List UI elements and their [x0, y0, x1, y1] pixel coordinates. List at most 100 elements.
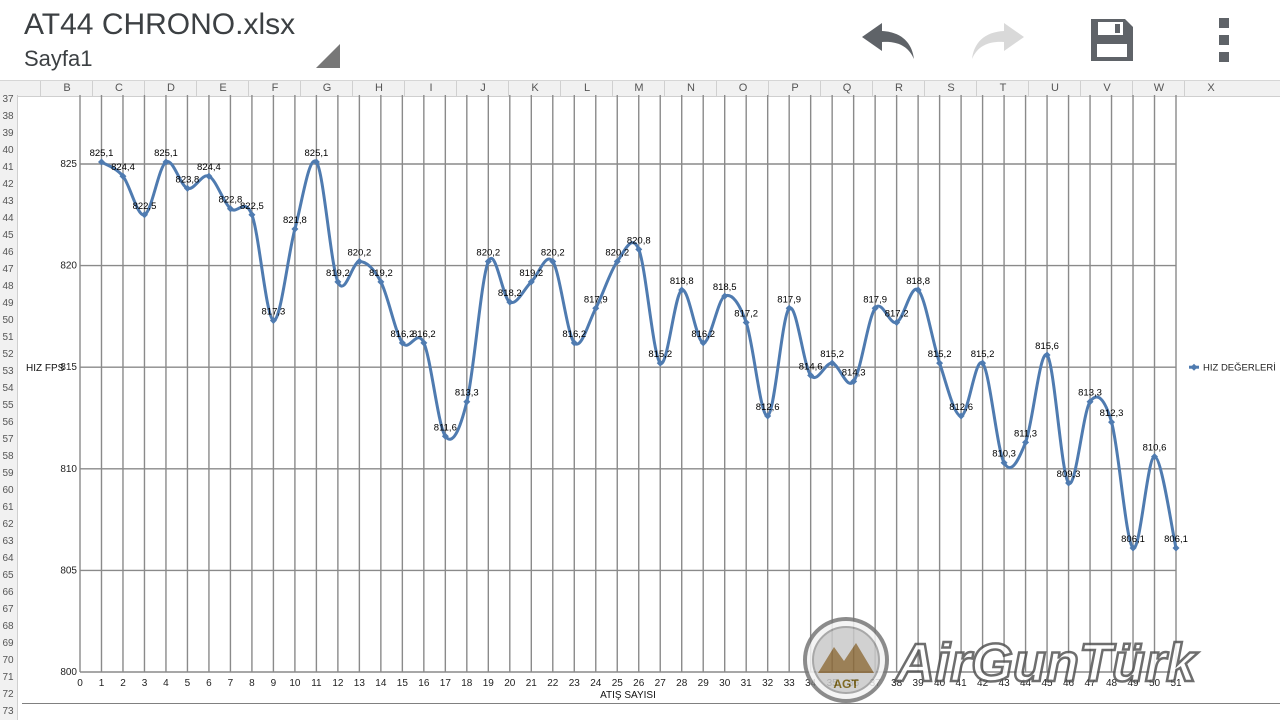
column-header-w[interactable]: W [1132, 81, 1185, 96]
row-header-46[interactable]: 46 [2, 247, 14, 258]
row-header-54[interactable]: 54 [2, 383, 14, 394]
row-header-60[interactable]: 60 [2, 485, 14, 496]
x-tick-label: 49 [1127, 678, 1139, 689]
chart-container[interactable]: 800 805 810 815 820 825 0 1 2 3 4 5 6 7 8 9 10 11 12 13 14 15… [22, 95, 1280, 705]
data-point [140, 211, 148, 219]
column-header-v[interactable]: V [1080, 81, 1133, 96]
data-point [785, 304, 793, 312]
data-point [1172, 544, 1180, 552]
column-header-u[interactable]: U [1028, 81, 1081, 96]
data-point [914, 286, 922, 294]
column-header-p[interactable]: P [768, 81, 821, 96]
x-tick-label: 24 [590, 678, 602, 689]
column-header-k[interactable]: K [508, 81, 561, 96]
column-header-q[interactable]: Q [820, 81, 873, 96]
x-tick-label: 3 [142, 678, 148, 689]
file-title: AT44 CHRONO.xlsx [24, 8, 296, 41]
column-header-j[interactable]: J [456, 81, 509, 96]
row-header-47[interactable]: 47 [2, 264, 14, 275]
row-header-62[interactable]: 62 [2, 519, 14, 530]
data-label: 822,5 [133, 201, 157, 212]
column-header-i[interactable]: I [404, 81, 457, 96]
row-header-73[interactable]: 73 [2, 706, 14, 717]
more-options-button[interactable] [1192, 10, 1256, 70]
column-header-s[interactable]: S [924, 81, 977, 96]
data-label: 816,2 [691, 329, 715, 340]
row-header-59[interactable]: 59 [2, 468, 14, 479]
column-header-r[interactable]: R [872, 81, 925, 96]
x-tick-label: 4 [163, 678, 169, 689]
sheet-selector[interactable]: Sayfa1 [24, 46, 93, 71]
column-header-d[interactable]: D [144, 81, 197, 96]
column-header-b[interactable]: B [40, 81, 93, 96]
column-header-m[interactable]: M [612, 81, 665, 96]
data-point [979, 359, 987, 367]
column-header-c[interactable]: C [92, 81, 145, 96]
column-header-f[interactable]: F [248, 81, 301, 96]
column-header-t[interactable]: T [976, 81, 1029, 96]
x-tick-label: 2 [120, 678, 126, 689]
sheet-dropdown-icon[interactable] [316, 44, 340, 68]
row-header-38[interactable]: 38 [2, 111, 14, 122]
row-header-55[interactable]: 55 [2, 400, 14, 411]
x-tick-label: 40 [934, 678, 946, 689]
data-label: 814,3 [842, 367, 866, 378]
data-label: 818,8 [670, 276, 694, 287]
row-header-69[interactable]: 69 [2, 638, 14, 649]
x-tick-label: 33 [784, 678, 796, 689]
row-header-44[interactable]: 44 [2, 213, 14, 224]
data-label: 810,6 [1143, 443, 1167, 454]
data-label: 815,2 [928, 349, 952, 360]
x-tick-label: 12 [332, 678, 344, 689]
row-header-61[interactable]: 61 [2, 502, 14, 513]
y-axis-title: HIZ FPS [26, 363, 65, 374]
row-header-52[interactable]: 52 [2, 349, 14, 360]
data-point [828, 359, 836, 367]
row-header-43[interactable]: 43 [2, 196, 14, 207]
row-header-58[interactable]: 58 [2, 451, 14, 462]
column-header-n[interactable]: N [664, 81, 717, 96]
row-header-41[interactable]: 41 [2, 162, 14, 173]
row-header-48[interactable]: 48 [2, 281, 14, 292]
row-header-57[interactable]: 57 [2, 434, 14, 445]
row-header-65[interactable]: 65 [2, 570, 14, 581]
column-header-g[interactable]: G [300, 81, 353, 96]
row-header-39[interactable]: 39 [2, 128, 14, 139]
row-header-63[interactable]: 63 [2, 536, 14, 547]
row-header-49[interactable]: 49 [2, 298, 14, 309]
row-header-56[interactable]: 56 [2, 417, 14, 428]
column-header-e[interactable]: E [196, 81, 249, 96]
row-header-72[interactable]: 72 [2, 689, 14, 700]
series-line-hiz-degerleri [100, 159, 1178, 550]
data-point [1086, 398, 1094, 406]
row-header-70[interactable]: 70 [2, 655, 14, 666]
row-header-45[interactable]: 45 [2, 230, 14, 241]
row-header-50[interactable]: 50 [2, 315, 14, 326]
x-tick-label: 44 [1020, 678, 1032, 689]
column-header-l[interactable]: L [560, 81, 613, 96]
row-header-53[interactable]: 53 [2, 366, 14, 377]
data-point [635, 245, 643, 253]
x-tick-label: 47 [1084, 678, 1096, 689]
row-header-51[interactable]: 51 [2, 332, 14, 343]
save-button[interactable] [1080, 10, 1144, 70]
data-point [592, 304, 600, 312]
data-point [269, 316, 277, 324]
data-label: 811,3 [1014, 428, 1037, 439]
row-header-42[interactable]: 42 [2, 179, 14, 190]
row-header-37[interactable]: 37 [2, 94, 14, 105]
x-tick-label: 23 [569, 678, 581, 689]
row-header-71[interactable]: 71 [2, 672, 14, 683]
undo-button[interactable] [856, 10, 920, 70]
row-header-68[interactable]: 68 [2, 621, 14, 632]
data-label: 817,9 [863, 294, 887, 305]
column-header-x[interactable]: X [1184, 81, 1237, 96]
row-header-64[interactable]: 64 [2, 553, 14, 564]
column-header-o[interactable]: O [716, 81, 769, 96]
redo-button[interactable] [966, 10, 1030, 70]
row-header-40[interactable]: 40 [2, 145, 14, 156]
row-header-66[interactable]: 66 [2, 587, 14, 598]
column-header-h[interactable]: H [352, 81, 405, 96]
row-header-67[interactable]: 67 [2, 604, 14, 615]
